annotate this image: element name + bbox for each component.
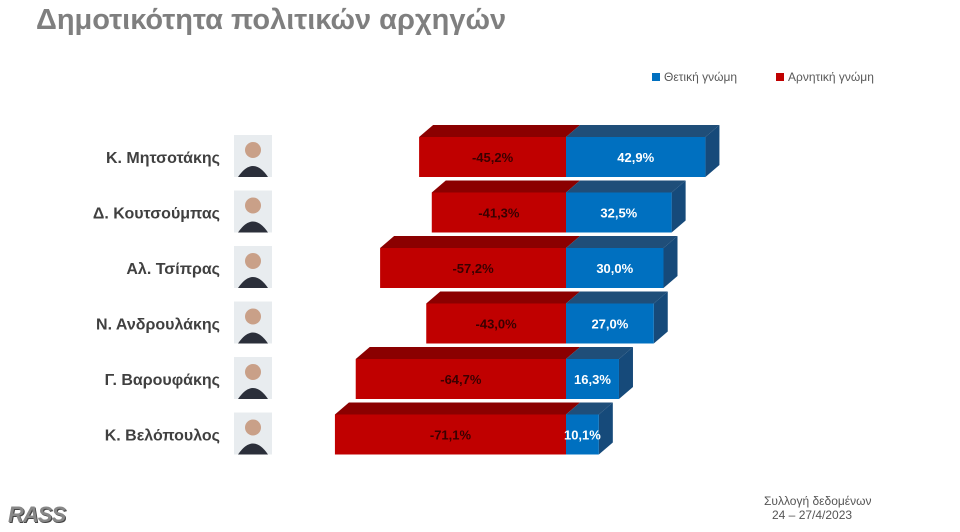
data-collection-note: Συλλογή δεδομένων 24 – 27/4/2023 [764, 494, 872, 522]
bar-top-negative [426, 291, 580, 304]
page-title: Δημοτικότητα πολιτικών αρχηγών [36, 4, 507, 36]
leader-photo-face [245, 419, 261, 436]
bar-side-positive [663, 236, 678, 288]
leader-photo-face [245, 364, 261, 380]
data-label-negative: -71,1% [430, 428, 472, 443]
data-label-positive: 27,0% [591, 317, 628, 332]
bar-negative [355, 359, 566, 399]
bar-positive [566, 359, 619, 399]
data-label-negative: -64,7% [440, 372, 482, 387]
leader-photo-face [245, 142, 261, 158]
bar-top-negative [431, 180, 580, 193]
data-label-negative: -45,2% [472, 150, 514, 165]
leader-photo-suit [238, 277, 268, 288]
data-label-negative: -41,3% [478, 206, 520, 221]
leader-photo-suit [238, 221, 268, 233]
leader-photo-face [245, 197, 261, 214]
bar-top-positive [566, 236, 678, 248]
legend-positive: Θετική γνώμη [652, 70, 737, 84]
source-line1: Συλλογή δεδομένων [764, 494, 872, 508]
bar-top-negative [334, 402, 580, 415]
category-label: Ν. Ανδρουλάκης [96, 317, 220, 334]
leader-photo-suit [238, 443, 268, 455]
data-label-positive: 32,5% [600, 206, 637, 221]
category-label: Δ. Κουτσούμπας [93, 206, 220, 223]
bar-negative [426, 303, 566, 344]
legend-negative: Αρνητική γνώμη [776, 70, 874, 84]
data-label-positive: 16,3% [574, 372, 611, 387]
rass-logo: RASS [8, 502, 66, 527]
bar-side-positive [618, 347, 633, 399]
bar-positive [566, 414, 599, 455]
legend-swatch-positive [652, 73, 660, 81]
category-label: Αλ. Τσίπρας [126, 261, 220, 278]
bar-top-positive [566, 347, 633, 359]
category-label: Κ. Μητσοτάκης [106, 150, 220, 167]
bar-top-negative [419, 125, 580, 137]
leader-photo-face [245, 308, 261, 325]
leader-photo-face [245, 253, 261, 269]
bar-positive [566, 248, 664, 288]
leader-photo-suit [238, 332, 268, 344]
bar-side-positive [705, 125, 720, 177]
bar-top-negative [380, 236, 580, 248]
legend-swatch-negative [776, 73, 784, 81]
data-label-negative: -43,0% [476, 317, 518, 332]
bar-top-positive [566, 180, 686, 193]
bar-side-positive [671, 180, 686, 233]
data-label-negative: -57,2% [452, 261, 494, 276]
bar-side-positive [598, 402, 613, 455]
bar-positive [566, 303, 654, 344]
bar-top-negative [355, 347, 580, 359]
legend-label: Αρνητική γνώμη [788, 70, 874, 84]
bar-top-positive [566, 125, 720, 137]
bar-negative [431, 192, 566, 233]
bar-side-positive [653, 291, 668, 344]
data-label-positive: 30,0% [596, 261, 633, 276]
category-label: Κ. Βελόπουλος [105, 428, 220, 445]
legend-label: Θετική γνώμη [664, 70, 738, 84]
bar-negative [334, 414, 566, 455]
data-label-positive: 42,9% [617, 150, 654, 165]
bar-positive [566, 137, 706, 177]
bar-top-positive [566, 402, 613, 415]
data-label-positive: 10,1% [564, 428, 601, 443]
bar-negative [419, 137, 566, 177]
bar-top-positive [566, 291, 668, 304]
source-line2: 24 – 27/4/2023 [772, 508, 853, 522]
leader-photo-suit [238, 388, 268, 399]
category-label: Γ. Βαρουφάκης [105, 372, 220, 389]
leader-photo-suit [238, 166, 268, 177]
bar-positive [566, 192, 672, 233]
bar-negative [380, 248, 566, 288]
